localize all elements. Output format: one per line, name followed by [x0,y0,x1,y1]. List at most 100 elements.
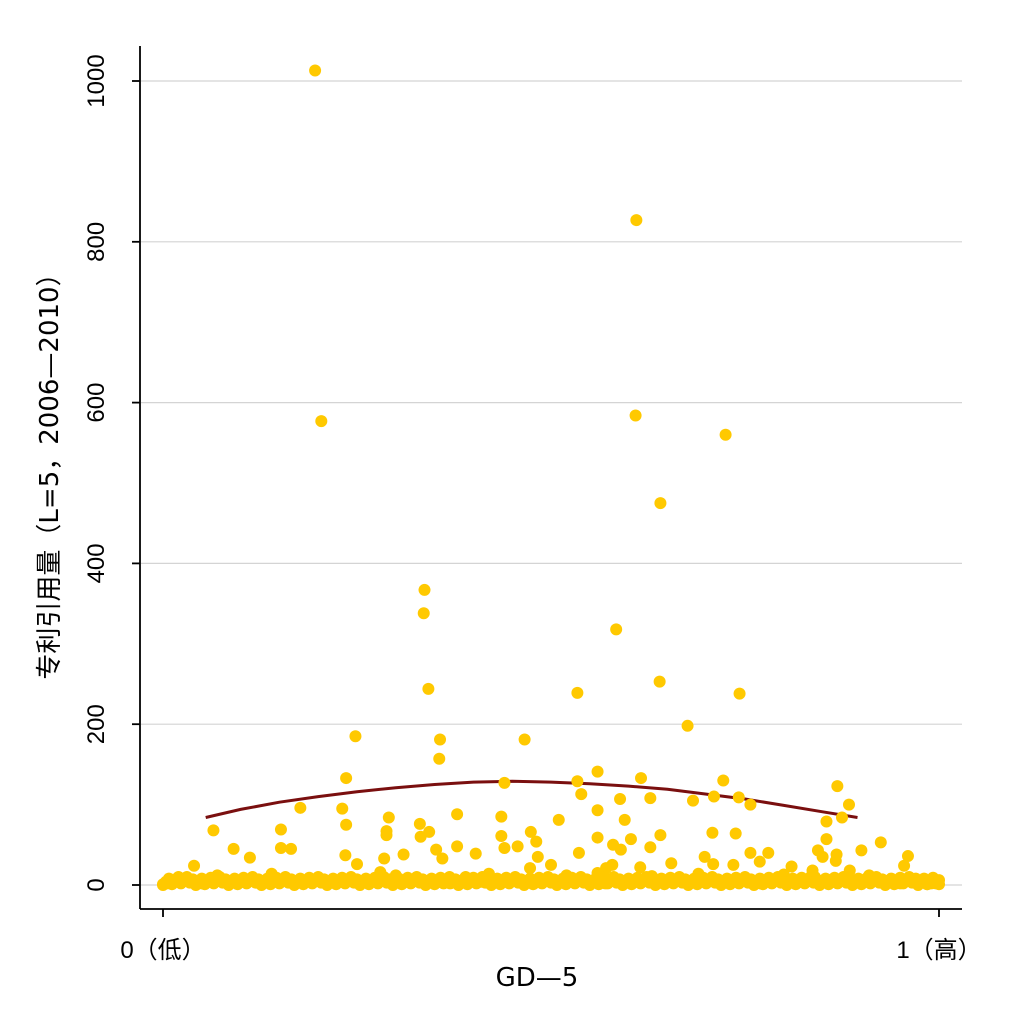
data-point [874,836,887,849]
data-point [340,818,353,831]
axes [139,46,962,910]
data-point [744,846,757,859]
data-point [591,831,604,844]
data-point [610,623,623,636]
data-point [644,841,657,854]
data-point [397,848,410,861]
y-tick-label: 400 [83,543,110,583]
data-point [717,774,730,787]
x-tick-label: 0（低） [120,937,205,964]
data-point [572,846,585,859]
data-point [336,802,349,815]
data-point [707,790,720,803]
data-point [729,827,742,840]
data-point [933,874,945,887]
data-point [606,858,619,871]
data-point [524,825,537,838]
data-point [531,850,544,863]
data-point [434,733,447,746]
data-point [575,788,588,801]
data-point [469,847,482,860]
data-point [744,798,757,811]
y-tick-label: 1000 [83,54,110,107]
y-tick-label: 800 [83,222,110,262]
y-tick-label: 600 [83,383,110,423]
data-point [829,854,842,867]
data-point [733,687,746,700]
data-point [698,850,711,863]
y-axis-title: 专利引用量（L=5，2006—2010） [35,260,65,679]
data-point [785,860,798,873]
data-point [654,497,667,510]
data-point [339,849,352,862]
data-point [422,682,435,695]
data-point [732,791,745,804]
data-point [413,817,426,830]
data-point [634,861,647,874]
x-axis-title: GD—5 [496,963,579,993]
data-point [630,214,643,227]
data-point [901,850,914,863]
data-point [498,776,511,789]
data-point [433,752,446,765]
data-point [436,852,449,865]
data-point [274,842,287,855]
data-point [524,862,537,875]
data-point [243,851,256,864]
data-point [855,844,868,857]
data-point [227,842,240,855]
data-point [274,823,287,836]
data-point [629,409,642,422]
data-point [898,859,911,872]
y-tick-label: 0 [83,878,110,891]
data-point [591,804,604,817]
data-point [294,801,307,814]
data-point [707,858,720,871]
data-point [635,772,648,785]
data-point [552,813,565,826]
data-point [378,852,391,865]
data-point [417,607,430,620]
data-point [719,428,732,441]
data-point [545,858,557,871]
data-point [762,846,775,859]
data-point [687,794,700,807]
data-point [836,811,848,824]
y-tick-label: 200 [83,704,110,744]
data-point [498,842,511,855]
data-point [653,675,666,688]
data-point [349,730,362,743]
data-point [681,719,694,732]
data-point [518,733,531,746]
data-point [614,792,627,805]
data-point [511,840,524,853]
data-point [340,772,353,785]
data-point [706,826,719,839]
data-point [380,829,393,842]
data-point [842,798,855,811]
data-point [382,811,395,824]
data-point [665,857,678,870]
data-point [820,833,833,846]
data-point [430,843,443,856]
data-point [618,813,631,826]
data-point [351,858,363,871]
data-point [820,815,833,828]
data-point [816,850,829,863]
data-point [285,842,298,855]
x-ticks: 0（低） 1（高） [120,909,982,964]
data-point [831,780,844,793]
data-point [614,843,627,856]
y-ticks: 0 200 400 600 800 1000 [83,54,140,892]
x-tick-label: 1（高） [896,937,981,964]
data-point [207,824,220,837]
data-point [451,840,464,853]
data-point [591,765,604,778]
data-points [157,64,945,891]
data-point [727,858,740,871]
data-point [624,833,637,846]
data-point [530,835,543,848]
grid-lines [141,80,962,886]
data-point [414,830,427,843]
